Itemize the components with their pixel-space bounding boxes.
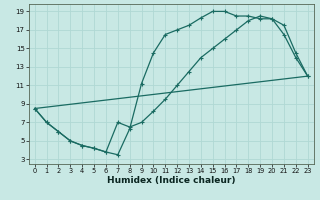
X-axis label: Humidex (Indice chaleur): Humidex (Indice chaleur) — [107, 176, 236, 185]
